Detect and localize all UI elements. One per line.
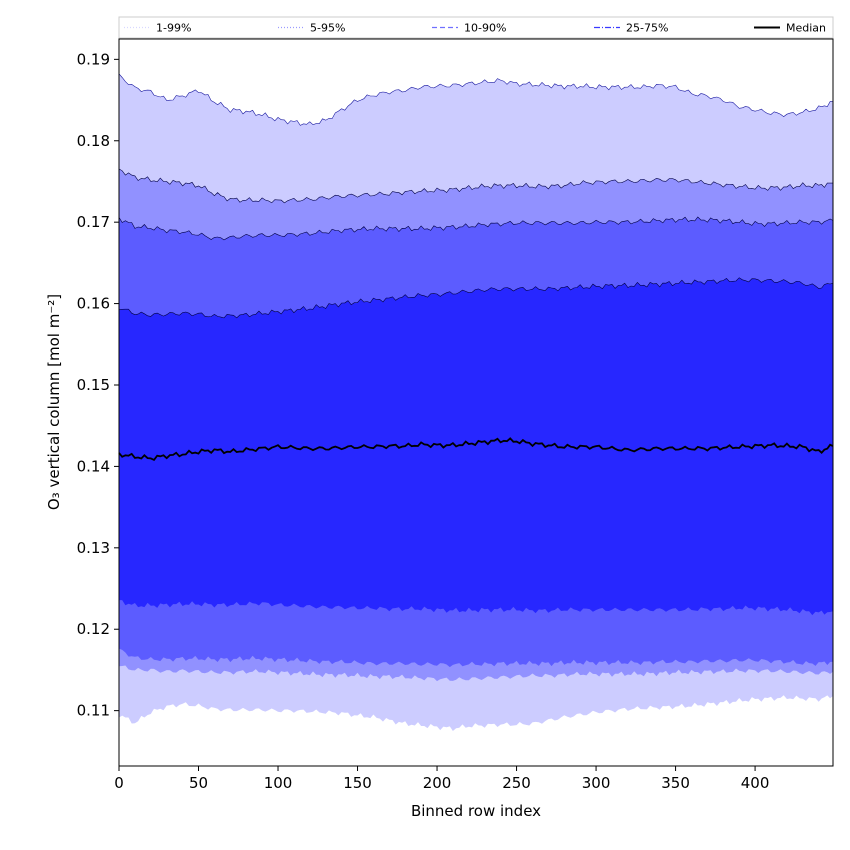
band-upper-edge-10-90pct	[118, 216, 834, 241]
y-tick-label: 0.14	[77, 457, 110, 475]
y-tick-label: 0.13	[77, 539, 110, 557]
x-tick-label: 100	[264, 774, 293, 792]
y-tick-label: 0.17	[77, 213, 110, 231]
legend-label-25-75pct: 25-75%	[626, 22, 668, 35]
band-upper-edge-25-75pct	[118, 277, 834, 319]
band-upper-edge-1-99pct	[118, 73, 834, 126]
x-axis-label: Binned row index	[411, 802, 541, 820]
legend: 1-99% 5-95% 10-90% 25-75% Median	[118, 16, 834, 39]
median-line	[118, 437, 834, 462]
x-tick-label: 300	[582, 774, 611, 792]
x-tick-label: 150	[343, 774, 372, 792]
y-tick-label: 0.16	[77, 295, 110, 313]
y-tick-label: 0.18	[77, 132, 110, 150]
x-tick-label: 0	[114, 774, 124, 792]
y-axis-ticks: 0.11 0.12 0.13 0.14 0.15 0.16 0.17 0.18 0.19	[77, 50, 119, 720]
band-25-75pct	[119, 277, 833, 616]
legend-label-Median: Median	[786, 22, 826, 35]
y-tick-label: 0.19	[77, 50, 110, 68]
x-axis-ticks: 0 50 100 150 200 250 300 350 400	[114, 766, 769, 792]
band-upper-edge-5-95pct	[118, 168, 833, 204]
x-tick-label: 50	[189, 774, 208, 792]
plot-area-frame	[118, 38, 834, 767]
legend-label-10-90pct: 10-90%	[464, 22, 506, 35]
y-axis-label: O₃ vertical column [mol m⁻²]	[45, 294, 63, 510]
x-tick-label: 200	[423, 774, 452, 792]
legend-label-5-95pct: 5-95%	[310, 22, 345, 35]
x-tick-label: 350	[661, 774, 690, 792]
x-tick-label: 250	[502, 774, 531, 792]
x-tick-label: 400	[741, 774, 770, 792]
legend-box	[118, 16, 834, 39]
y-tick-label: 0.11	[77, 702, 110, 720]
y-tick-label: 0.15	[77, 376, 110, 394]
y-tick-label: 0.12	[77, 620, 110, 638]
bands-layer	[119, 73, 833, 732]
lines-layer	[118, 73, 834, 462]
legend-label-1-99pct: 1-99%	[156, 22, 191, 35]
